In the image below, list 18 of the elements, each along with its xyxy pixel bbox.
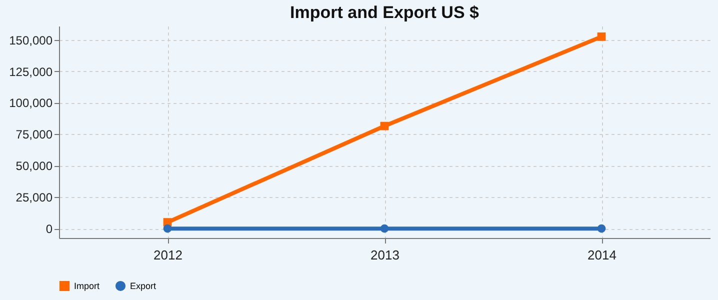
legend-label: Import	[74, 280, 100, 291]
y-tick-label: 75,000	[16, 128, 53, 142]
point	[380, 122, 389, 130]
point	[597, 224, 606, 233]
x-tick-label: 2012	[154, 248, 182, 262]
y-tick-label: 125,000	[9, 64, 53, 79]
y-tick-label: 100,000	[9, 96, 53, 110]
y-tick-label: 25,000	[16, 190, 53, 205]
x-tick-label: 2013	[370, 248, 400, 262]
y-tick-label: 150,000	[9, 33, 53, 48]
chart-title: Import and Export US $	[290, 3, 480, 22]
point	[163, 224, 172, 233]
point	[380, 224, 389, 233]
x-tick-label: 2014	[588, 248, 616, 262]
point	[597, 32, 606, 41]
y-tick-label: 50,000	[16, 159, 53, 174]
y-tick-label: 0	[46, 222, 53, 236]
legend-label: Export	[130, 280, 157, 291]
